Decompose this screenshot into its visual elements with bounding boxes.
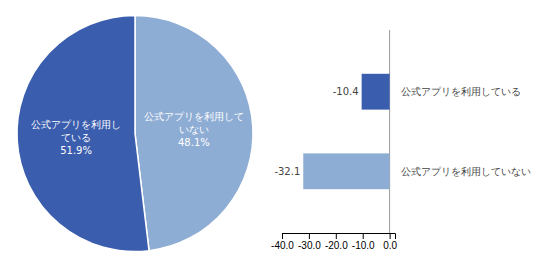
chart-svg: 公式アプリを利用していない 48.1% 公式アプリを利用している 51.9% -40.0… [0,0,549,267]
slice-category-label: 公式アプリを利用していない [144,111,244,135]
category-axis: 公式アプリを利用している公式アプリを利用していない [401,86,531,177]
slice-category-line: 公式アプリを利用して [144,111,244,122]
x-tick-mark [336,233,337,239]
category-label: 公式アプリを利用している [401,86,521,97]
x-tick-mark [282,233,283,239]
x-tick-label: -10.0 [352,240,375,251]
bars [303,74,389,189]
slice-value-label: 51.9% [60,145,92,156]
x-tick: -10.0 [352,233,375,251]
pie [17,16,253,252]
bar [303,153,389,189]
zero-line [389,30,390,233]
bar [362,74,390,110]
x-tick-label: 0.0 [383,240,397,251]
x-tick-mark [363,233,364,239]
slice-category-line: ている [61,132,91,143]
x-axis: -40.0 -30.0 -20.0 -10.0 0.0 [271,233,397,251]
x-tick: -40.0 [271,233,294,251]
bar-value-labels: -10.4 -32.1 [274,86,358,177]
x-tick: -30.0 [298,233,321,251]
bar-value-label: -10.4 [333,86,359,97]
slice-category-line: 公式アプリを利用し [31,119,121,130]
x-tick-mark [309,233,310,239]
x-tick-mark [390,233,391,239]
bar-value-label: -32.1 [274,166,300,177]
slice-value-label: 48.1% [178,137,210,148]
x-tick: -20.0 [325,233,348,251]
x-tick-label: -20.0 [325,240,348,251]
x-tick: 0.0 [383,233,397,251]
slice-category-label: 公式アプリを利用している [31,119,121,143]
slice-category-line: いない [179,124,209,135]
pie-slice [135,16,253,251]
x-tick-label: -40.0 [271,240,294,251]
category-tick: 公式アプリを利用している [401,86,521,97]
category-tick: 公式アプリを利用していない [401,166,531,177]
background [0,0,549,267]
pie-labels: 公式アプリを利用していない 48.1% 公式アプリを利用している 51.9% [31,111,244,155]
pie-slice [17,16,149,252]
x-axis-line [283,234,396,240]
x-tick-label: -30.0 [298,240,321,251]
category-label: 公式アプリを利用していない [401,166,531,177]
